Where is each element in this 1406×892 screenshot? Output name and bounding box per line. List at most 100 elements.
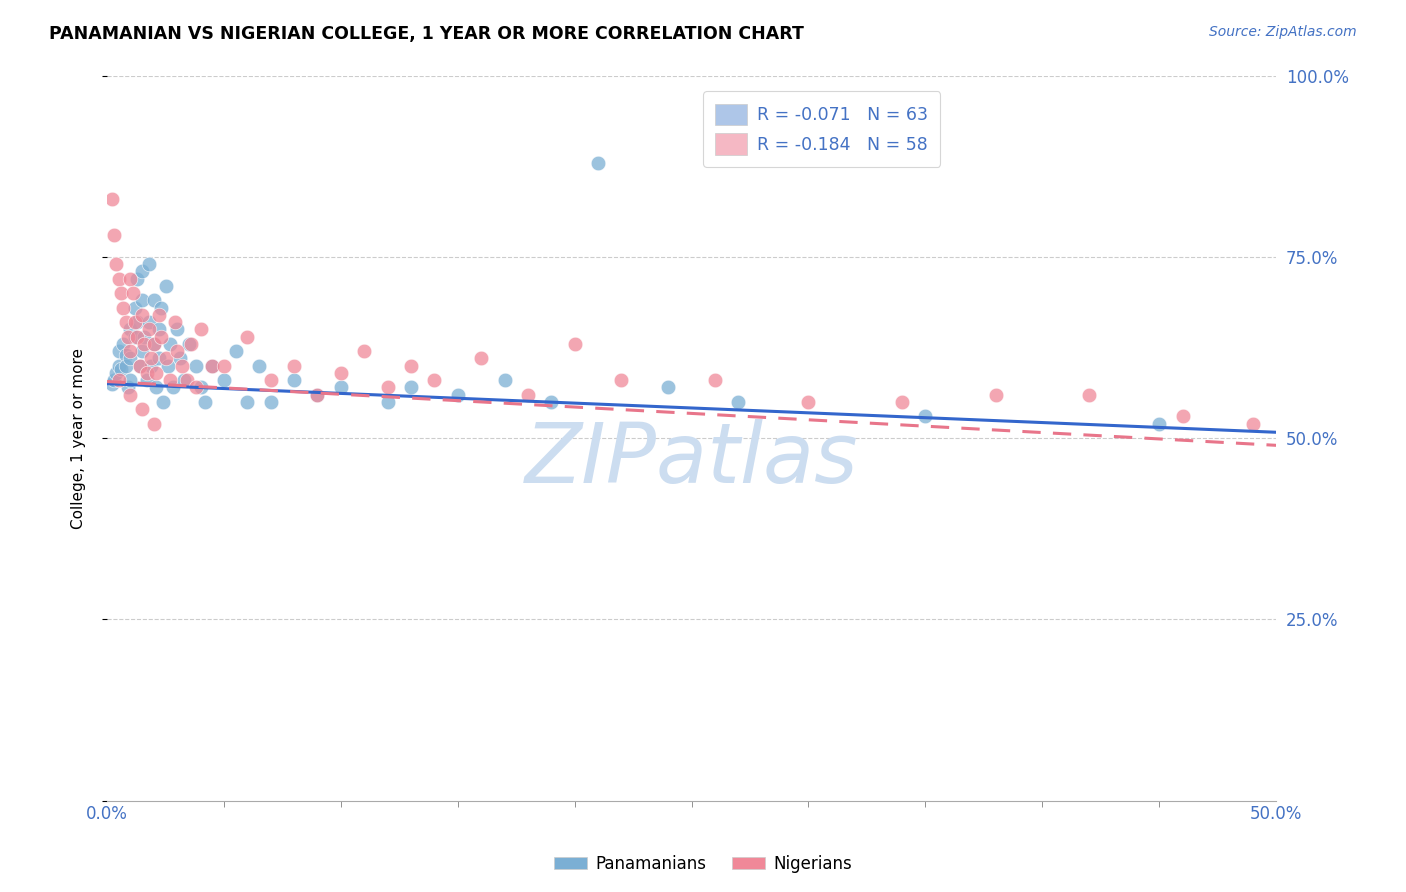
- Point: [283, 373, 305, 387]
- Point: [194, 394, 217, 409]
- Point: [138, 322, 160, 336]
- Point: [447, 387, 470, 401]
- Point: [124, 329, 146, 343]
- Point: [190, 322, 212, 336]
- Point: [142, 417, 165, 431]
- Point: [423, 373, 446, 387]
- Point: [141, 359, 163, 373]
- Point: [163, 315, 186, 329]
- Point: [727, 394, 749, 409]
- Point: [162, 380, 184, 394]
- Y-axis label: College, 1 year or more: College, 1 year or more: [72, 348, 86, 529]
- Point: [131, 402, 153, 417]
- Point: [145, 366, 167, 380]
- Point: [138, 315, 160, 329]
- Point: [564, 336, 586, 351]
- Point: [399, 380, 422, 394]
- Legend: Panamanians, Nigerians: Panamanians, Nigerians: [547, 848, 859, 880]
- Point: [131, 293, 153, 308]
- Point: [1241, 417, 1264, 431]
- Point: [114, 359, 136, 373]
- Point: [134, 336, 156, 351]
- Point: [138, 257, 160, 271]
- Point: [173, 373, 195, 387]
- Point: [1171, 409, 1194, 424]
- Point: [260, 394, 283, 409]
- Point: [128, 359, 150, 373]
- Point: [914, 409, 936, 424]
- Point: [236, 394, 259, 409]
- Point: [176, 373, 198, 387]
- Point: [159, 373, 181, 387]
- Point: [120, 344, 142, 359]
- Point: [236, 329, 259, 343]
- Point: [225, 344, 247, 359]
- Point: [399, 359, 422, 373]
- Point: [100, 376, 122, 391]
- Point: [110, 286, 132, 301]
- Point: [131, 344, 153, 359]
- Point: [110, 362, 132, 376]
- Point: [117, 380, 139, 394]
- Point: [107, 359, 129, 373]
- Point: [120, 373, 142, 387]
- Point: [120, 351, 142, 366]
- Point: [201, 359, 224, 373]
- Point: [148, 322, 170, 336]
- Point: [100, 192, 122, 206]
- Point: [657, 380, 679, 394]
- Point: [1078, 387, 1101, 401]
- Point: [212, 373, 235, 387]
- Point: [155, 278, 177, 293]
- Point: [112, 336, 135, 351]
- Point: [112, 301, 135, 315]
- Point: [201, 359, 224, 373]
- Point: [159, 336, 181, 351]
- Point: [180, 336, 202, 351]
- Point: [307, 387, 329, 401]
- Point: [117, 329, 139, 343]
- Point: [114, 348, 136, 362]
- Point: [184, 359, 207, 373]
- Point: [329, 366, 352, 380]
- Point: [283, 359, 305, 373]
- Point: [149, 301, 172, 315]
- Point: [142, 336, 165, 351]
- Point: [148, 351, 170, 366]
- Point: [470, 351, 492, 366]
- Point: [247, 359, 270, 373]
- Point: [103, 227, 125, 242]
- Point: [124, 301, 146, 315]
- Point: [610, 373, 633, 387]
- Point: [516, 387, 538, 401]
- Point: [166, 322, 188, 336]
- Point: [103, 373, 125, 387]
- Text: Source: ZipAtlas.com: Source: ZipAtlas.com: [1209, 25, 1357, 39]
- Point: [170, 359, 193, 373]
- Point: [177, 336, 200, 351]
- Point: [134, 329, 156, 343]
- Point: [212, 359, 235, 373]
- Point: [128, 359, 150, 373]
- Point: [586, 155, 609, 169]
- Point: [120, 387, 142, 401]
- Point: [131, 264, 153, 278]
- Point: [107, 271, 129, 285]
- Point: [149, 329, 172, 343]
- Point: [131, 308, 153, 322]
- Point: [120, 271, 142, 285]
- Point: [145, 380, 167, 394]
- Point: [141, 351, 163, 366]
- Point: [1147, 417, 1170, 431]
- Point: [127, 315, 149, 329]
- Point: [142, 293, 165, 308]
- Point: [166, 344, 188, 359]
- Point: [169, 351, 191, 366]
- Point: [307, 387, 329, 401]
- Point: [184, 380, 207, 394]
- Point: [377, 380, 399, 394]
- Point: [156, 359, 179, 373]
- Point: [124, 315, 146, 329]
- Point: [190, 380, 212, 394]
- Point: [152, 394, 174, 409]
